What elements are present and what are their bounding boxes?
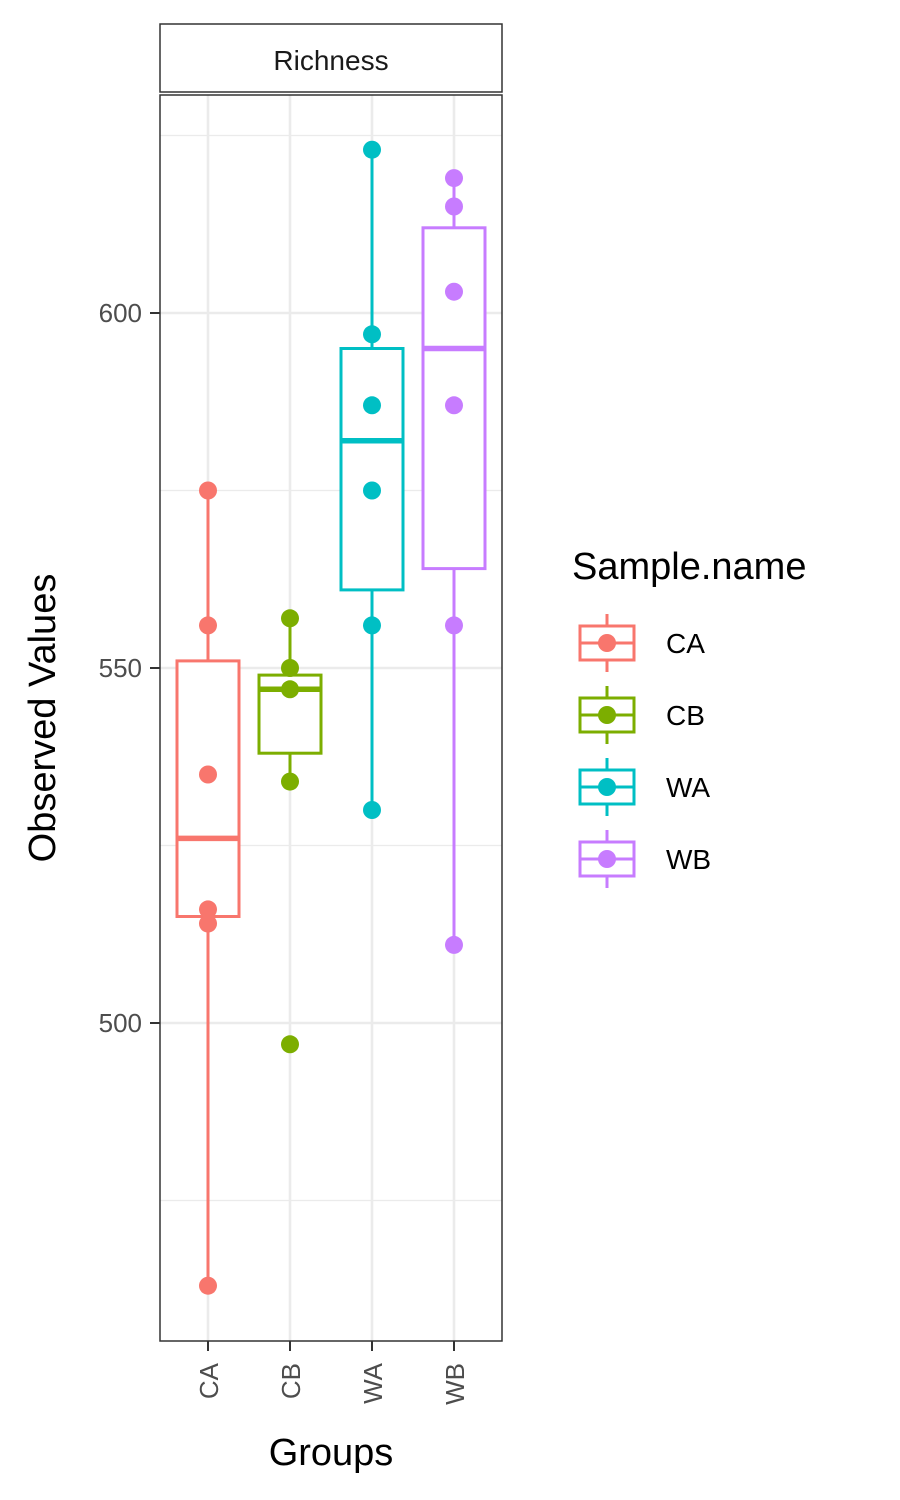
data-point-ca bbox=[199, 481, 217, 500]
y-tick-label: 550 bbox=[99, 653, 142, 683]
data-point-ca bbox=[199, 765, 217, 784]
data-point-cb bbox=[281, 659, 299, 677]
data-point-cb bbox=[281, 680, 299, 699]
data-point-wb bbox=[445, 169, 463, 188]
legend-key-point bbox=[598, 778, 616, 796]
box-ca bbox=[175, 490, 241, 1286]
data-point-ca bbox=[199, 616, 217, 635]
x-tick-label: CA bbox=[194, 1362, 224, 1399]
data-point-cb bbox=[281, 772, 299, 791]
y-axis: 500 550 600 bbox=[99, 298, 160, 1038]
box-body bbox=[339, 347, 405, 592]
data-point-wa bbox=[363, 140, 381, 159]
data-point-wa bbox=[363, 325, 381, 344]
legend-key-point bbox=[598, 706, 616, 724]
data-point-wb bbox=[445, 616, 463, 635]
plot-panel-border bbox=[159, 94, 503, 1342]
data-point-wb bbox=[445, 282, 463, 301]
legend-item-ca: CA bbox=[578, 614, 705, 672]
x-tick-label: WB bbox=[440, 1363, 470, 1405]
facet-strip bbox=[159, 23, 503, 93]
y-tick-label: 500 bbox=[99, 1008, 142, 1038]
legend-label: WA bbox=[666, 772, 710, 803]
legend: CA CB WA WB bbox=[578, 614, 711, 888]
data-point-ca bbox=[199, 1276, 217, 1295]
x-axis-title: Groups bbox=[269, 1432, 394, 1474]
data-point-ca bbox=[199, 914, 217, 933]
data-point-cb bbox=[281, 609, 299, 628]
data-points bbox=[199, 140, 463, 1295]
data-point-wb bbox=[445, 396, 463, 415]
x-tick-label: CB bbox=[276, 1363, 306, 1399]
data-point-wa bbox=[363, 396, 381, 415]
data-point-cb bbox=[281, 1035, 299, 1054]
data-point-ca bbox=[199, 900, 217, 919]
legend-key-point bbox=[598, 850, 616, 868]
legend-key-point bbox=[598, 634, 616, 652]
legend-item-wa: WA bbox=[578, 758, 710, 816]
legend-label: CB bbox=[666, 700, 705, 731]
data-point-wa bbox=[363, 481, 381, 500]
legend-item-cb: CB bbox=[578, 686, 705, 744]
box-body bbox=[175, 659, 241, 919]
data-point-wb bbox=[445, 935, 463, 954]
legend-label: WB bbox=[666, 844, 711, 875]
y-tick-label: 600 bbox=[99, 298, 142, 328]
data-point-wb bbox=[445, 197, 463, 216]
data-point-wa bbox=[363, 801, 381, 819]
legend-label: CA bbox=[666, 628, 705, 659]
data-point-wa bbox=[363, 616, 381, 635]
box-wa bbox=[339, 149, 405, 810]
facet-label: Richness bbox=[273, 45, 388, 76]
legend-title: Sample.name bbox=[572, 546, 806, 588]
x-tick-label: WA bbox=[358, 1362, 388, 1404]
y-axis-title: Observed Values bbox=[22, 574, 64, 863]
legend-item-wb: WB bbox=[578, 830, 711, 888]
x-axis: CA CB WA WB bbox=[194, 1341, 470, 1405]
